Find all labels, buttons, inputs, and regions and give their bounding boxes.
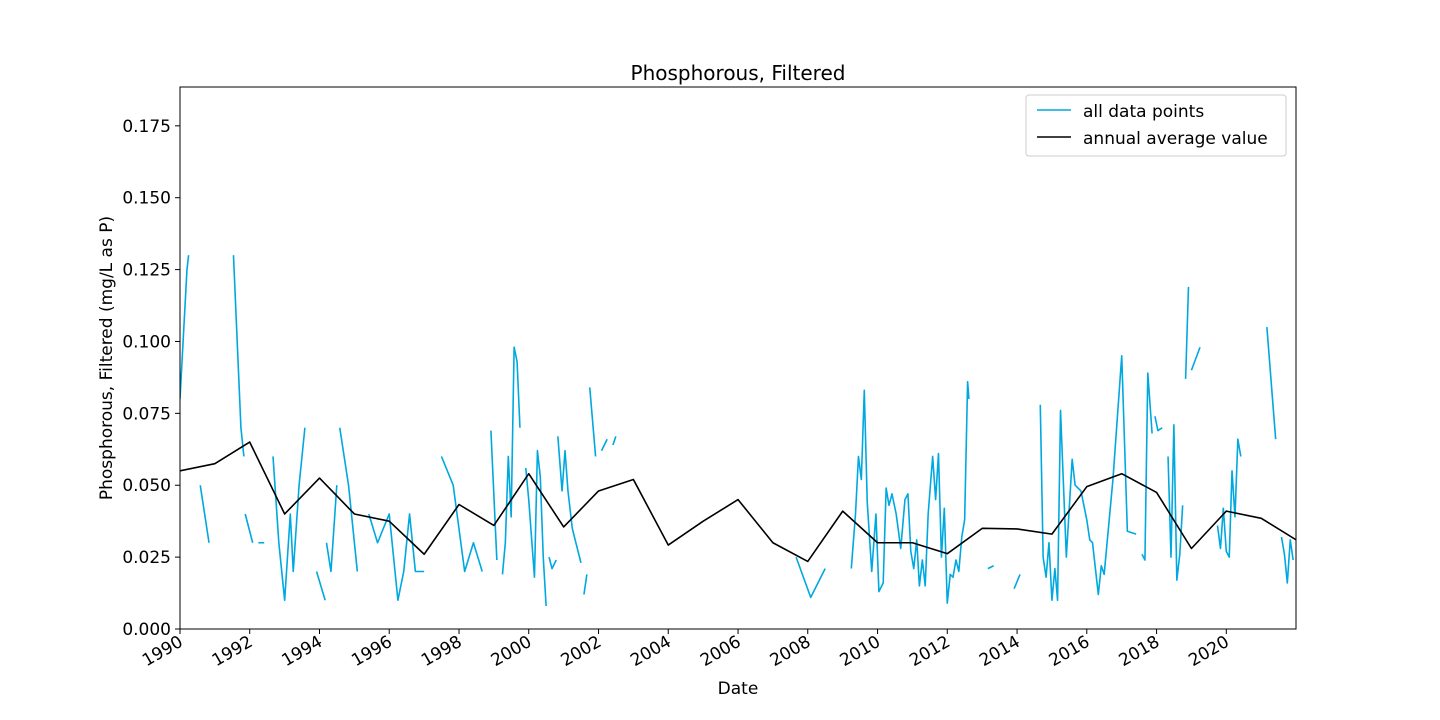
series-line-all-data-points (1404, 439, 1427, 554)
x-axis-title: Date (718, 679, 759, 699)
x-axis: 1990 1992 1994 1996 1998 2000 2002 2004 2006 2008… (139, 629, 1233, 671)
x-tick-label: 2004 (627, 632, 674, 671)
series-line-all-data-points (1386, 551, 1395, 577)
plot-frame (179, 86, 1297, 630)
x-tick-label: 2002 (558, 632, 605, 671)
series-line-all-data-points (612, 436, 617, 446)
series-line-all-data-points (1167, 424, 1184, 581)
series-line-all-data-points (1305, 520, 1311, 557)
series-line-all-data-points (490, 430, 498, 561)
series-line-all-data-points (1266, 327, 1277, 440)
series-line-all-data-points (1331, 577, 1337, 606)
y-tick-label: 0.100 (122, 332, 171, 352)
series-line-all-data-points (180, 255, 190, 400)
x-tick-label: 2006 (697, 632, 744, 671)
legend-label-annual-average-value: annual average value (1083, 129, 1268, 149)
series-line-all-data-points (1154, 416, 1163, 432)
y-tick-label: 0.125 (122, 261, 171, 281)
series-line-all-data-points (850, 380, 970, 604)
series-line-all-data-points (1184, 286, 1190, 379)
series-line-all-data-points (1340, 321, 1357, 600)
series-line-all-data-points (272, 427, 306, 602)
series-line-all-data-points (1280, 536, 1294, 584)
series-line-all-data-points (338, 427, 359, 572)
x-tick-label: 1996 (348, 632, 395, 671)
y-tick-label: 0.150 (122, 189, 171, 209)
y-axis-title: Phosphorous, Filtered (mg/L as P) (97, 216, 117, 500)
series-line-all-data-points (795, 556, 826, 599)
y-tick-label: 0.075 (122, 404, 171, 424)
x-tick-label: 2014 (976, 632, 1023, 671)
x-tick-label: 2020 (1185, 632, 1232, 671)
x-tick-label: 2010 (837, 632, 884, 671)
plot-data-layer (180, 255, 1427, 607)
series-line-all-data-points (244, 513, 254, 543)
series-line-all-data-points (1190, 346, 1201, 371)
x-tick-label: 2008 (767, 632, 814, 671)
x-tick-label: 2018 (1116, 632, 1163, 671)
series-line-all-data-points (1398, 554, 1401, 568)
series-line-all-data-points (199, 485, 210, 543)
series-line-all-data-points (325, 485, 338, 573)
series-line-all-data-points (1216, 438, 1242, 558)
series-line-all-data-points (583, 574, 588, 595)
series-line-all-data-points (1039, 355, 1137, 602)
series-line-all-data-points (368, 513, 425, 602)
series-line-all-data-points (1013, 574, 1021, 590)
y-tick-label: 0.050 (122, 476, 171, 496)
y-tick-label: 0.025 (122, 548, 171, 568)
series-line-all-data-points (548, 556, 557, 570)
x-tick-label: 2012 (906, 632, 953, 671)
x-tick-label: 2000 (488, 632, 535, 671)
chart-title: Phosphorous, Filtered (631, 61, 846, 85)
series-line-all-data-points (600, 438, 608, 452)
x-tick-label: 2016 (1046, 632, 1093, 671)
series-line-all-data-points (987, 565, 995, 570)
series-line-all-data-points (501, 346, 521, 575)
legend: all data points annual average value (1025, 94, 1287, 157)
series-line-all-data-points (1141, 372, 1153, 561)
y-tick-label: 0.175 (122, 117, 171, 137)
series-line-all-data-points (1319, 566, 1325, 569)
series-line-all-data-points (440, 456, 483, 573)
series-line-all-data-points (557, 436, 582, 564)
series-line-all-data-points (232, 255, 245, 457)
x-tick-label: 1992 (209, 632, 256, 671)
x-tick-label: 1998 (418, 632, 465, 671)
series-line-all-data-points (524, 449, 547, 607)
series-line-all-data-points (1374, 491, 1380, 497)
series-line-annual-average-value (180, 441, 1296, 563)
series-line-all-data-points (588, 387, 597, 457)
series-line-all-data-points (315, 571, 326, 601)
legend-box (1025, 94, 1287, 157)
y-tick-label: 0.000 (122, 620, 171, 640)
series-line-all-data-points (1295, 548, 1296, 553)
y-axis: 0.000 0.025 0.050 0.075 0.100 0.125 0.150 0.175 (122, 117, 180, 640)
legend-label-all-data-points: all data points (1083, 102, 1204, 122)
x-tick-label: 1994 (279, 632, 326, 671)
